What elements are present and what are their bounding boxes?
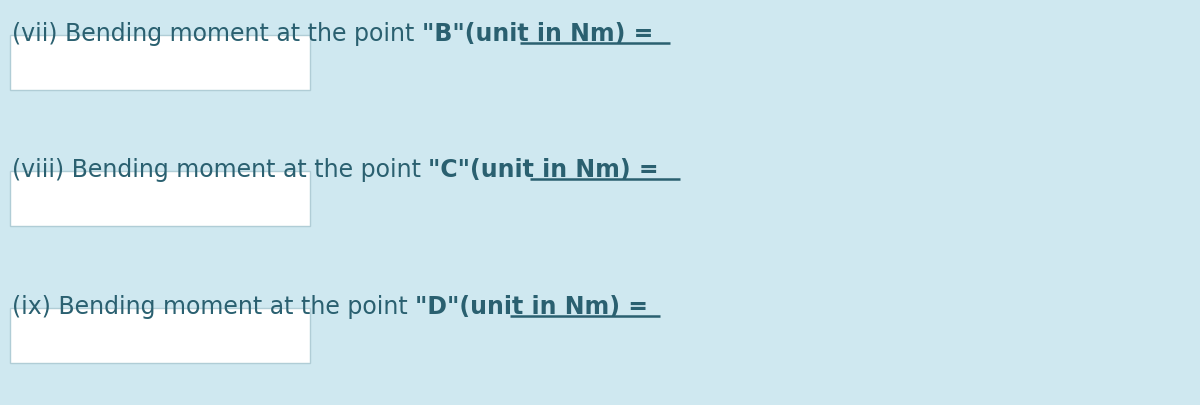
FancyBboxPatch shape bbox=[10, 35, 310, 90]
Text: (viii) Bending moment at the point: (viii) Bending moment at the point bbox=[12, 158, 428, 182]
Text: "B"(unit in Nm) =: "B"(unit in Nm) = bbox=[422, 22, 653, 46]
Text: "D"(unit in Nm) =: "D"(unit in Nm) = bbox=[415, 295, 648, 319]
Text: (vii) Bending moment at the point: (vii) Bending moment at the point bbox=[12, 22, 422, 46]
FancyBboxPatch shape bbox=[10, 171, 310, 226]
Text: "C"(unit in Nm) =: "C"(unit in Nm) = bbox=[428, 158, 659, 182]
Text: (ix) Bending moment at the point: (ix) Bending moment at the point bbox=[12, 295, 415, 319]
FancyBboxPatch shape bbox=[10, 308, 310, 363]
